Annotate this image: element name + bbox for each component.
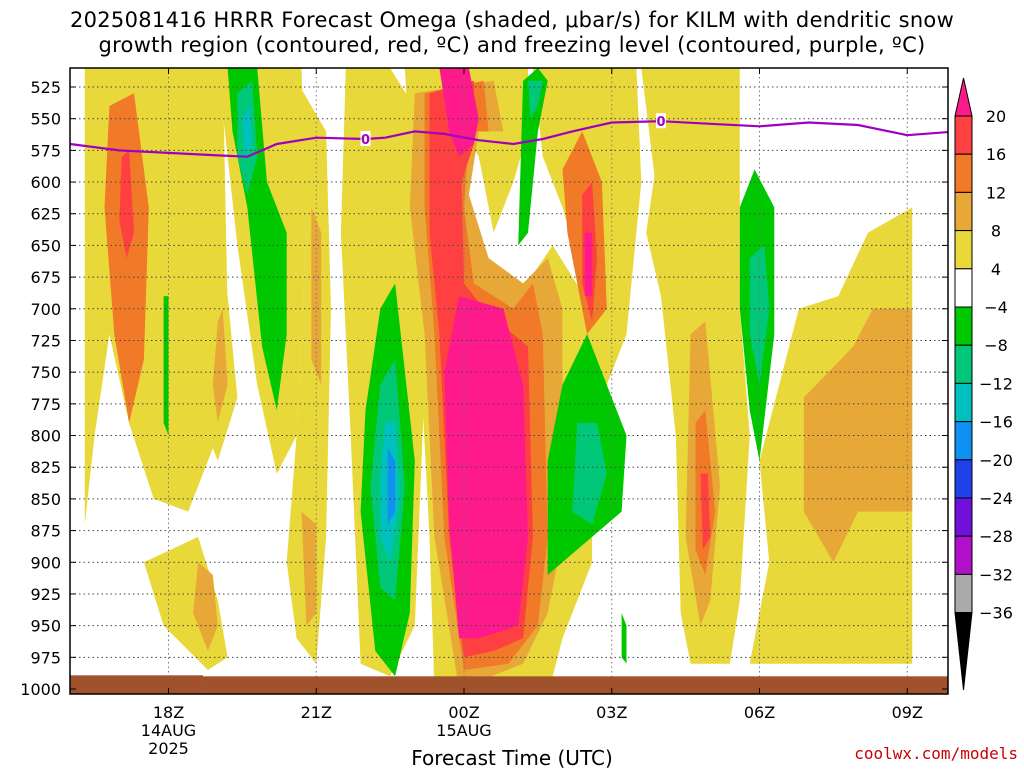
x-tick-label-09Z: 09Z (892, 703, 923, 722)
colorbar-label-4: 4 (991, 260, 1001, 279)
ground-segment-1 (202, 676, 948, 694)
colorbar-bin-9 (954, 421, 973, 461)
colorbar-bottom-arrow (954, 612, 973, 691)
omega-region-13 (311, 207, 322, 385)
omega-region-24 (439, 68, 479, 157)
y-tick-label-750: 750 (30, 363, 61, 382)
x-tick-sublabel-18Z-1: 2025 (148, 739, 189, 758)
colorbar-bin-4 (954, 230, 973, 270)
gridlines (70, 68, 948, 694)
colorbar-label-5: −4 (984, 298, 1008, 317)
colorbar-bin-1 (954, 115, 973, 155)
y-tick-label-550: 550 (30, 110, 61, 129)
colorbar-bin-3 (954, 191, 973, 232)
omega-region-31 (528, 80, 543, 119)
x-axis-title: Forecast Time (UTC) (411, 746, 613, 770)
site-credit: coolwx.com/models (854, 744, 1018, 763)
colorbar-bin-13 (954, 573, 973, 614)
colorbar-label-12: −32 (979, 565, 1013, 584)
omega-region-39 (749, 245, 770, 385)
y-tick-label-700: 700 (30, 300, 61, 319)
omega-region-14 (301, 511, 317, 626)
colorbar-label-11: −28 (979, 527, 1013, 546)
x-tick-label-00Z: 00Z (448, 703, 479, 722)
colorbar-label-7: −12 (979, 374, 1013, 393)
omega-region-42 (621, 613, 627, 664)
freezing-level-layer: 00 (70, 113, 948, 158)
y-tick-label-525: 525 (30, 78, 61, 97)
freezing-level-label-1: 0 (656, 115, 665, 130)
colorbar-bin-5 (954, 268, 973, 308)
colorbar-bin-10 (954, 459, 973, 499)
y-tick-label-775: 775 (30, 395, 61, 414)
omega-region-6 (193, 562, 218, 651)
colorbar-label-6: −8 (984, 336, 1008, 355)
colorbar-label-2: 12 (986, 183, 1006, 202)
omega-region-19 (387, 448, 396, 525)
y-tick-label-925: 925 (30, 585, 61, 604)
colorbar-label-1: 16 (986, 145, 1006, 164)
x-tick-sublabel-00Z-0: 15AUG (436, 721, 491, 740)
y-axis: 525 550 575 600 625 650 675 700 725 750 775 800 825 8… (20, 78, 948, 699)
omega-region-30 (518, 68, 548, 246)
freezing-level-line (70, 120, 948, 158)
y-tick-label-850: 850 (30, 490, 61, 509)
omega-region-37 (700, 473, 711, 550)
colorbar-bin-12 (954, 535, 973, 575)
colorbar-top-arrow (954, 77, 973, 117)
colorbar-legend: 20 16 12 8 4 −4 −8 −12 −16 −20 −24 −28 −32 −36 (954, 77, 1013, 691)
colorbar-bin-6 (954, 306, 973, 346)
ground-layer (70, 675, 948, 694)
y-tick-label-1000: 1000 (20, 680, 61, 699)
omega-region-25 (444, 296, 528, 639)
y-tick-label-900: 900 (30, 553, 61, 572)
colorbar-bin-11 (954, 497, 973, 537)
colorbar-label-0: 20 (986, 107, 1006, 126)
y-tick-label-800: 800 (30, 427, 61, 446)
x-tick-label-03Z: 03Z (596, 703, 627, 722)
y-tick-label-825: 825 (30, 458, 61, 477)
x-tick-label-21Z: 21Z (301, 703, 332, 722)
x-tick-sublabel-18Z-0: 14AUG (141, 721, 196, 740)
y-tick-label-650: 650 (30, 236, 61, 255)
omega-region-5 (212, 308, 228, 423)
y-tick-label-625: 625 (30, 205, 61, 224)
y-tick-label-575: 575 (30, 141, 61, 160)
omega-region-29 (584, 232, 593, 297)
x-tick-label-18Z: 18Z (153, 703, 184, 722)
colorbar-label-8: −16 (979, 413, 1013, 432)
colorbar-bin-2 (954, 153, 973, 193)
freezing-level-label-0: 0 (361, 133, 370, 148)
omega-region-11 (163, 296, 169, 436)
chart-title-line-1: 2025081416 HRRR Forecast Omega (shaded, … (69, 8, 955, 32)
ground-segment-0 (70, 675, 203, 694)
colorbar-bin-8 (954, 382, 973, 423)
colorbar-bin-7 (954, 344, 973, 384)
y-tick-label-875: 875 (30, 522, 61, 541)
colorbar-label-13: −36 (979, 604, 1013, 623)
x-tick-label-06Z: 06Z (744, 703, 775, 722)
chart-title-line-2: growth region (contoured, red, ºC) and f… (98, 33, 926, 57)
freezing-label-bg-1 (656, 113, 666, 129)
y-tick-label-600: 600 (30, 173, 61, 192)
omega-region-33 (572, 422, 607, 525)
colorbar-label-9: −20 (979, 451, 1013, 470)
y-tick-label-675: 675 (30, 268, 61, 287)
freezing-label-bg-0 (360, 130, 371, 146)
colorbar-label-10: −24 (979, 489, 1013, 508)
colorbar-label-3: 8 (991, 222, 1001, 241)
omega-region-10 (242, 106, 253, 157)
y-tick-label-950: 950 (30, 617, 61, 636)
omega-region-2 (119, 150, 134, 259)
y-tick-label-725: 725 (30, 331, 61, 350)
y-tick-label-975: 975 (30, 648, 61, 667)
plot-frame (69, 67, 949, 695)
